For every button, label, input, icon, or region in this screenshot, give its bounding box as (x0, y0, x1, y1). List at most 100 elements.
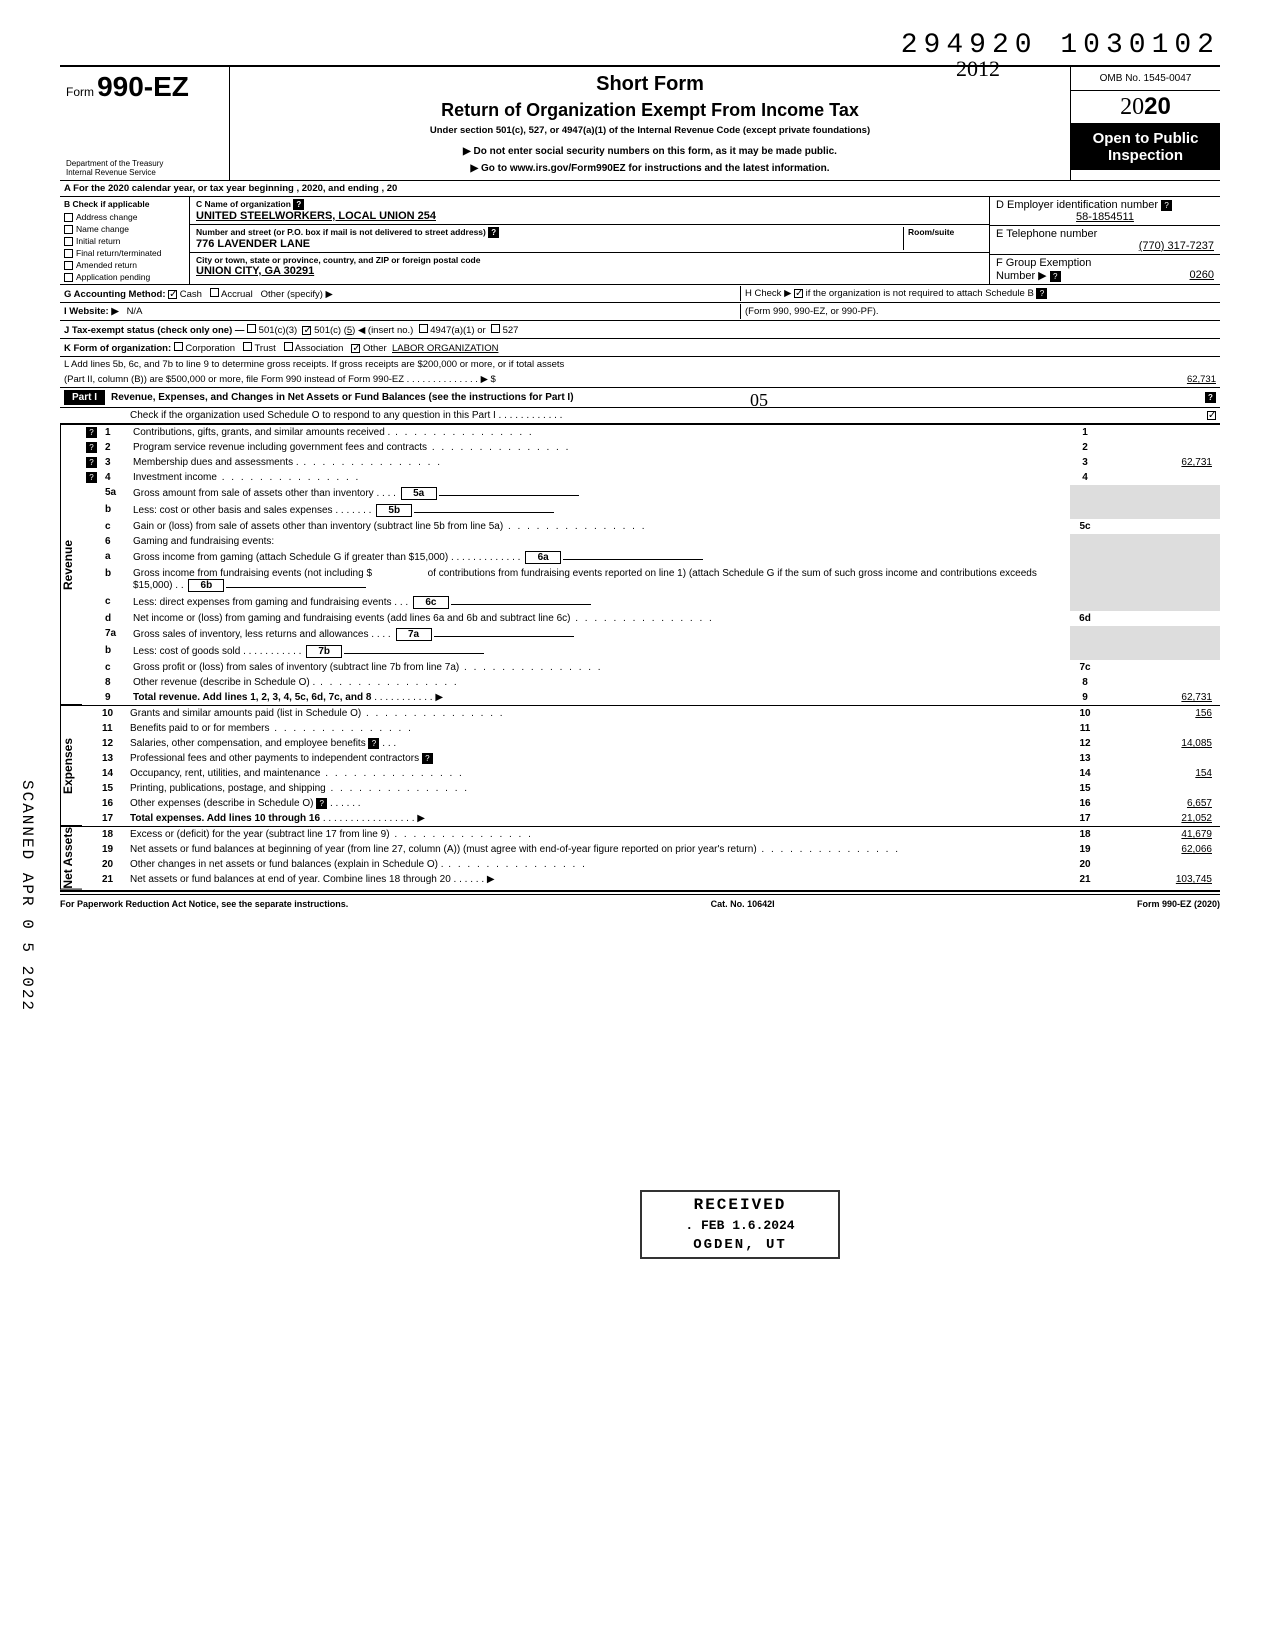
row-a-tax-year: A For the 2020 calendar year, or tax yea… (60, 181, 1220, 197)
col-b-checkboxes: B Check if applicable Address change Nam… (60, 197, 190, 284)
line-amount (1100, 519, 1220, 534)
help-icon[interactable]: ? (422, 753, 433, 764)
netassets-section: Net Assets 18Excess or (deficit) for the… (60, 826, 1220, 892)
chk-schedule-o[interactable] (1207, 411, 1216, 420)
chk-name-change[interactable] (64, 225, 73, 234)
l-text2: (Part II, column (B)) are $500,000 or mo… (60, 372, 1100, 387)
part1-badge: Part I (64, 390, 105, 405)
chk-final-return[interactable] (64, 249, 73, 258)
line-num: b (101, 643, 129, 660)
chk-cash[interactable] (168, 290, 177, 299)
inner-box: 7b (306, 645, 342, 658)
line-box: 2 (1070, 440, 1100, 455)
line-desc: Benefits paid to or for members (126, 721, 1070, 736)
chk-other-org[interactable] (351, 344, 360, 353)
line-box: 6d (1070, 611, 1100, 626)
chk-address-change[interactable] (64, 213, 73, 222)
help-icon[interactable]: ? (488, 227, 499, 238)
chk-501c3[interactable] (247, 324, 256, 333)
form-prefix: Form (66, 85, 94, 99)
website-note: ▶ Go to www.irs.gov/Form990EZ for instru… (238, 163, 1062, 174)
l-text1: L Add lines 5b, 6c, and 7b to line 9 to … (60, 357, 1220, 372)
received-stamp: RECEIVED . FEB 1.6.2024 OGDEN, UT (640, 1190, 840, 1259)
line-amount: 62,731 (1100, 690, 1220, 705)
col-c-org-info: C Name of organization ? UNITED STEELWOR… (190, 197, 990, 284)
line-box: 10 (1070, 706, 1100, 721)
line-desc: Contributions, gifts, grants, and simila… (129, 425, 1070, 440)
line-amount: 41,679 (1100, 827, 1220, 842)
line-desc: Program service revenue including govern… (129, 440, 1070, 455)
help-icon[interactable]: ? (86, 427, 97, 438)
line-desc: Total revenue. Add lines 1, 2, 3, 4, 5c,… (133, 692, 371, 703)
help-icon[interactable]: ? (1205, 392, 1216, 403)
group-exemption: 0260 (1190, 269, 1214, 281)
chk-accrual[interactable] (210, 288, 219, 297)
help-icon[interactable]: ? (86, 472, 97, 483)
help-icon[interactable]: ? (86, 457, 97, 468)
help-icon[interactable]: ? (293, 199, 304, 210)
chk-trust[interactable] (243, 342, 252, 351)
line-amount: 154 (1100, 766, 1220, 781)
tax-year: 20202020 (1071, 91, 1220, 124)
netassets-sidelabel: Net Assets (60, 827, 82, 890)
help-icon[interactable]: ? (86, 442, 97, 453)
part1-check-text: Check if the organization used Schedule … (130, 410, 562, 421)
chk-no-schedule-b[interactable] (794, 289, 803, 298)
line-num: 17 (98, 811, 126, 826)
line-num: 9 (101, 690, 129, 705)
c-name-label: C Name of organization (196, 199, 291, 209)
chk-initial-return[interactable] (64, 237, 73, 246)
line-box: 17 (1070, 811, 1100, 826)
line-desc: Excess or (deficit) for the year (subtra… (126, 827, 1070, 842)
line-desc: Net assets or fund balances at end of ye… (130, 874, 451, 885)
help-icon[interactable]: ? (368, 738, 379, 749)
help-icon[interactable]: ? (316, 798, 327, 809)
line-amount: 6,657 (1100, 796, 1220, 811)
line-desc: Net assets or fund balances at beginning… (126, 842, 1070, 857)
line-amount (1100, 751, 1220, 766)
line-amount: 14,085 (1100, 736, 1220, 751)
lbl-initial-return: Initial return (76, 236, 120, 246)
line-num: 15 (98, 781, 126, 796)
line-num: 1 (101, 425, 129, 440)
chk-amended[interactable] (64, 261, 73, 270)
help-icon[interactable]: ? (1036, 288, 1047, 299)
lbl-trust: Trust (254, 343, 275, 354)
handwritten-05: 05 (750, 390, 768, 411)
chk-4947[interactable] (419, 324, 428, 333)
expenses-sidelabel: Expenses (60, 706, 82, 826)
other-org-value: LABOR ORGANIZATION (392, 343, 498, 354)
form-number: 990-EZ (97, 71, 189, 102)
line-desc: Investment income (129, 470, 1070, 485)
line-amount: 62,731 (1100, 455, 1220, 470)
chk-501c[interactable] (302, 326, 311, 335)
line-amount (1100, 425, 1220, 440)
revenue-section: Revenue ?1Contributions, gifts, grants, … (60, 424, 1220, 705)
page-footer: For Paperwork Reduction Act Notice, see … (60, 894, 1220, 909)
col-d-ein: D Employer identification number ? 58-18… (990, 197, 1220, 284)
lbl-assoc: Association (295, 343, 344, 354)
part1-header: Part I Revenue, Expenses, and Changes in… (60, 388, 1220, 408)
lbl-other-org: Other (363, 343, 387, 354)
open-to-public: Open to Public Inspection (1071, 124, 1220, 170)
room-label: Room/suite (908, 227, 983, 237)
help-icon[interactable]: ? (1161, 200, 1172, 211)
line-box: 12 (1070, 736, 1100, 751)
chk-assoc[interactable] (284, 342, 293, 351)
omb-number: OMB No. 1545-0047 (1071, 67, 1220, 91)
chk-app-pending[interactable] (64, 273, 73, 282)
d-label: D Employer identification number (996, 199, 1158, 211)
line-num: 3 (101, 455, 129, 470)
part1-title: Revenue, Expenses, and Changes in Net As… (111, 392, 1199, 403)
line-num: 14 (98, 766, 126, 781)
help-icon[interactable]: ? (1050, 271, 1061, 282)
line-amount: 62,066 (1100, 842, 1220, 857)
line-box: 19 (1070, 842, 1100, 857)
line-num: 8 (101, 675, 129, 690)
chk-527[interactable] (491, 324, 500, 333)
lbl-name-change: Name change (76, 224, 129, 234)
line-amount (1100, 440, 1220, 455)
lbl-corp: Corporation (185, 343, 235, 354)
chk-corp[interactable] (174, 342, 183, 351)
part1-check-row: Check if the organization used Schedule … (60, 408, 1220, 424)
